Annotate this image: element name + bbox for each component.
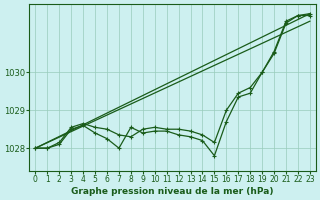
X-axis label: Graphe pression niveau de la mer (hPa): Graphe pression niveau de la mer (hPa): [71, 187, 274, 196]
